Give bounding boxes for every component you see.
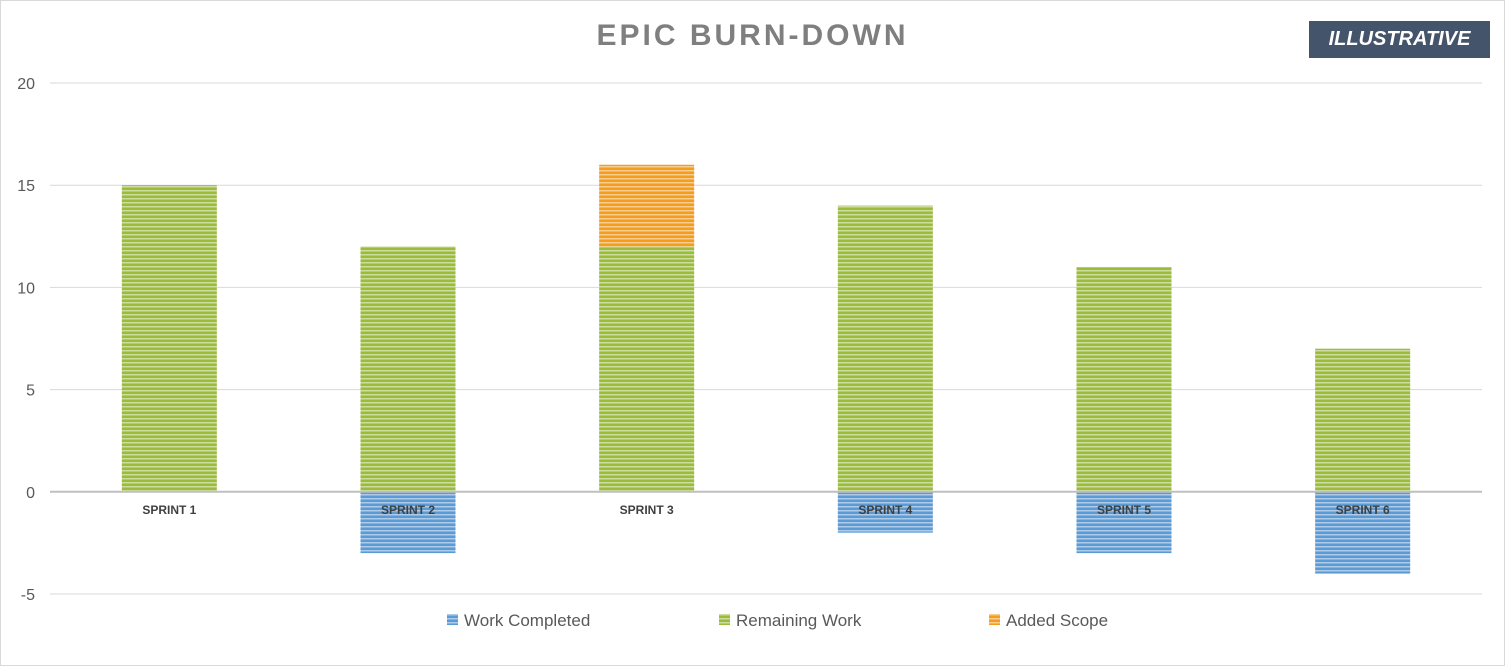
illustrative-badge-label: ILLUSTRATIVE (1328, 28, 1471, 50)
axes: 20 15 10 5 0 -5 SPRINT 1 SPRINT 2 SPRINT 3 SPRINT… (17, 76, 1482, 604)
legend-swatch (719, 614, 730, 625)
x-category-label: SPRINT 2 (381, 503, 435, 517)
bar-work-completed (837, 491, 933, 533)
bar-work-completed (360, 491, 456, 554)
legend-label: Work Completed (464, 611, 590, 630)
bar-work-completed (1315, 491, 1411, 574)
gridlines (50, 82, 1482, 595)
y-tick-label: 20 (17, 76, 35, 93)
chart-title: EPIC BURN-DOWN (596, 19, 909, 52)
bar-remaining-work (837, 205, 933, 492)
y-tick-label: 10 (17, 280, 35, 297)
y-tick-label: 0 (26, 485, 35, 502)
x-category-label: SPRINT 1 (142, 503, 196, 517)
legend-label: Added Scope (1006, 611, 1108, 630)
bar-added-scope (599, 164, 695, 247)
y-tick-label: -5 (21, 587, 35, 604)
legend-swatch (447, 614, 458, 625)
x-category-label: SPRINT 3 (620, 503, 674, 517)
bars (121, 164, 1411, 574)
y-tick-label: 5 (26, 383, 35, 400)
bar-remaining-work (121, 185, 217, 492)
x-category-label: SPRINT 6 (1336, 503, 1390, 517)
x-category-label: SPRINT 5 (1097, 503, 1151, 517)
bar-work-completed (1076, 491, 1172, 554)
bar-remaining-work (360, 246, 456, 492)
bar-remaining-work (599, 246, 695, 492)
legend: Work Completed Remaining Work Added Scope (447, 611, 1108, 630)
bar-remaining-work (1076, 266, 1172, 492)
illustrative-badge: ILLUSTRATIVE (1309, 21, 1490, 58)
x-category-label: SPRINT 4 (858, 503, 912, 517)
legend-swatch (989, 614, 1000, 625)
y-tick-label: 15 (17, 178, 35, 195)
bar-remaining-work (1315, 348, 1411, 492)
legend-label: Remaining Work (736, 611, 862, 630)
